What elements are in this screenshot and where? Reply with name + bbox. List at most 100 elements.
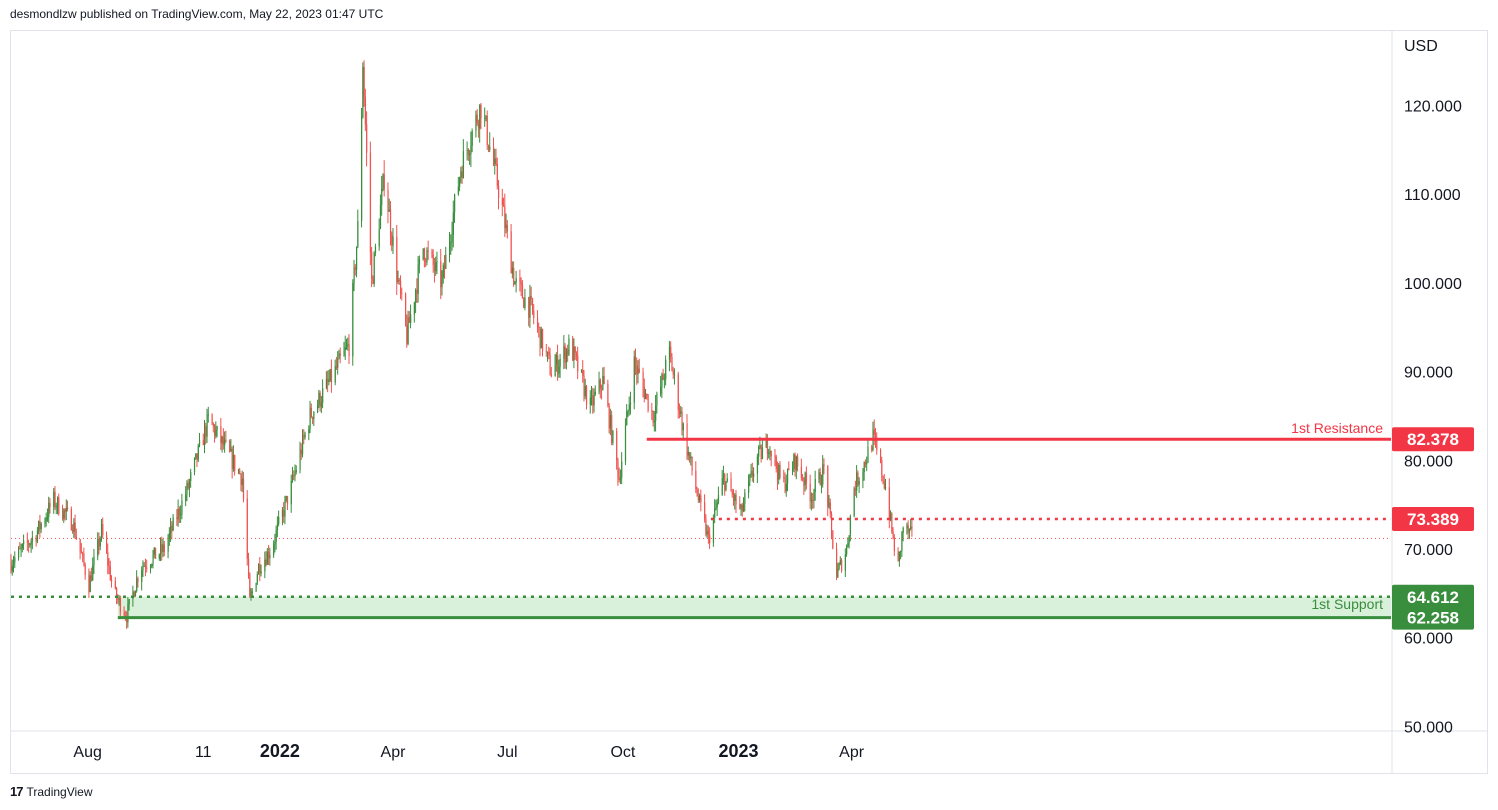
candles-layer — [10, 60, 913, 629]
candle-body — [848, 535, 850, 544]
candle-body — [638, 368, 640, 373]
candle-body — [476, 114, 478, 123]
candle-body — [744, 492, 746, 504]
candle-body — [363, 66, 365, 97]
candle-body — [170, 525, 172, 533]
candle-body — [70, 508, 73, 531]
candle-body — [672, 371, 674, 375]
candle-body — [452, 212, 454, 235]
candle-body — [151, 564, 153, 566]
candle-body — [190, 472, 192, 481]
candle-body — [804, 472, 806, 486]
candle-body — [229, 440, 231, 452]
candle-body — [80, 551, 83, 554]
candle-body — [533, 310, 535, 318]
candle-body — [322, 388, 324, 403]
candle-body — [338, 353, 340, 360]
candle-body — [663, 379, 666, 381]
candle-body — [366, 124, 368, 153]
candle-body — [539, 327, 541, 349]
candle-body — [234, 454, 236, 471]
candle-body — [645, 394, 647, 399]
candle-body — [475, 114, 477, 131]
candle-body — [471, 130, 473, 146]
candle-body — [890, 513, 892, 520]
candle-body — [712, 517, 715, 543]
candle-body — [435, 261, 437, 272]
candle-body — [863, 462, 865, 473]
candle-body — [406, 324, 408, 344]
candle-body — [775, 456, 777, 469]
time-tick-label: Apr — [839, 744, 865, 761]
candle-body — [381, 188, 383, 205]
price-chart[interactable]: 1st Resistance 1st Support USD 120.000 110… — [0, 0, 1498, 780]
candle-body — [871, 446, 873, 451]
candle-body — [753, 473, 755, 477]
chart-frame[interactable] — [10, 30, 1488, 774]
candle-body — [655, 405, 657, 421]
candle-body — [603, 375, 605, 385]
candle-body — [273, 544, 275, 556]
candle-body — [354, 267, 356, 270]
candle-body — [828, 502, 830, 507]
candle-body — [629, 402, 632, 405]
candle-body — [97, 539, 99, 557]
candle-body — [185, 494, 187, 501]
candle-body — [524, 297, 526, 308]
candle-body — [318, 392, 320, 405]
candle-body — [867, 446, 869, 463]
candle-body — [302, 435, 304, 455]
candle-body — [784, 478, 786, 491]
candle-body — [143, 565, 145, 567]
candle-body — [55, 506, 57, 508]
candle-body — [293, 474, 295, 477]
candle-body — [652, 410, 654, 423]
candle-body — [225, 439, 227, 441]
candle-body — [810, 500, 813, 502]
candle-body — [445, 254, 447, 270]
support-zone-layer — [117, 596, 1392, 618]
candle-body — [716, 502, 718, 508]
candle-body — [794, 454, 796, 471]
candle-body — [734, 494, 736, 501]
candle-body — [256, 574, 258, 584]
candle-body — [486, 115, 488, 146]
candle-body — [241, 478, 243, 485]
candle-body — [259, 564, 261, 574]
candle-body — [574, 346, 576, 353]
price-tick-label: 80.000 — [1404, 453, 1453, 470]
candle-body — [21, 544, 24, 548]
candle-body — [204, 426, 206, 446]
candle-body — [774, 456, 776, 458]
candle-body — [740, 504, 742, 509]
candle-body — [550, 374, 552, 377]
candle-body — [898, 552, 901, 562]
candle-body — [187, 482, 189, 489]
candle-body — [618, 477, 620, 480]
level-price-label: 82.378 — [1407, 430, 1459, 449]
candle-body — [334, 365, 336, 383]
candle-body — [511, 267, 514, 274]
support-zone — [117, 596, 1392, 618]
candle-body — [776, 468, 779, 480]
candle-body — [141, 570, 143, 582]
candle-body — [660, 387, 662, 394]
candle-body — [264, 559, 266, 572]
candle-body — [725, 481, 727, 491]
candle-body — [758, 447, 760, 457]
candle-body — [284, 500, 286, 517]
candle-body — [897, 551, 899, 562]
candle-body — [662, 374, 664, 380]
candle-body — [756, 456, 759, 474]
candle-body — [388, 209, 390, 212]
candle-body — [79, 539, 81, 552]
level-price-label: 73.389 — [1407, 510, 1459, 529]
candle-body — [549, 355, 551, 375]
candle-body — [114, 580, 116, 589]
candle-body — [823, 464, 825, 467]
candle-body — [107, 552, 109, 566]
candle-body — [269, 555, 271, 559]
candle-body — [348, 344, 350, 357]
candle-body — [873, 429, 875, 436]
candle-body — [215, 430, 217, 437]
